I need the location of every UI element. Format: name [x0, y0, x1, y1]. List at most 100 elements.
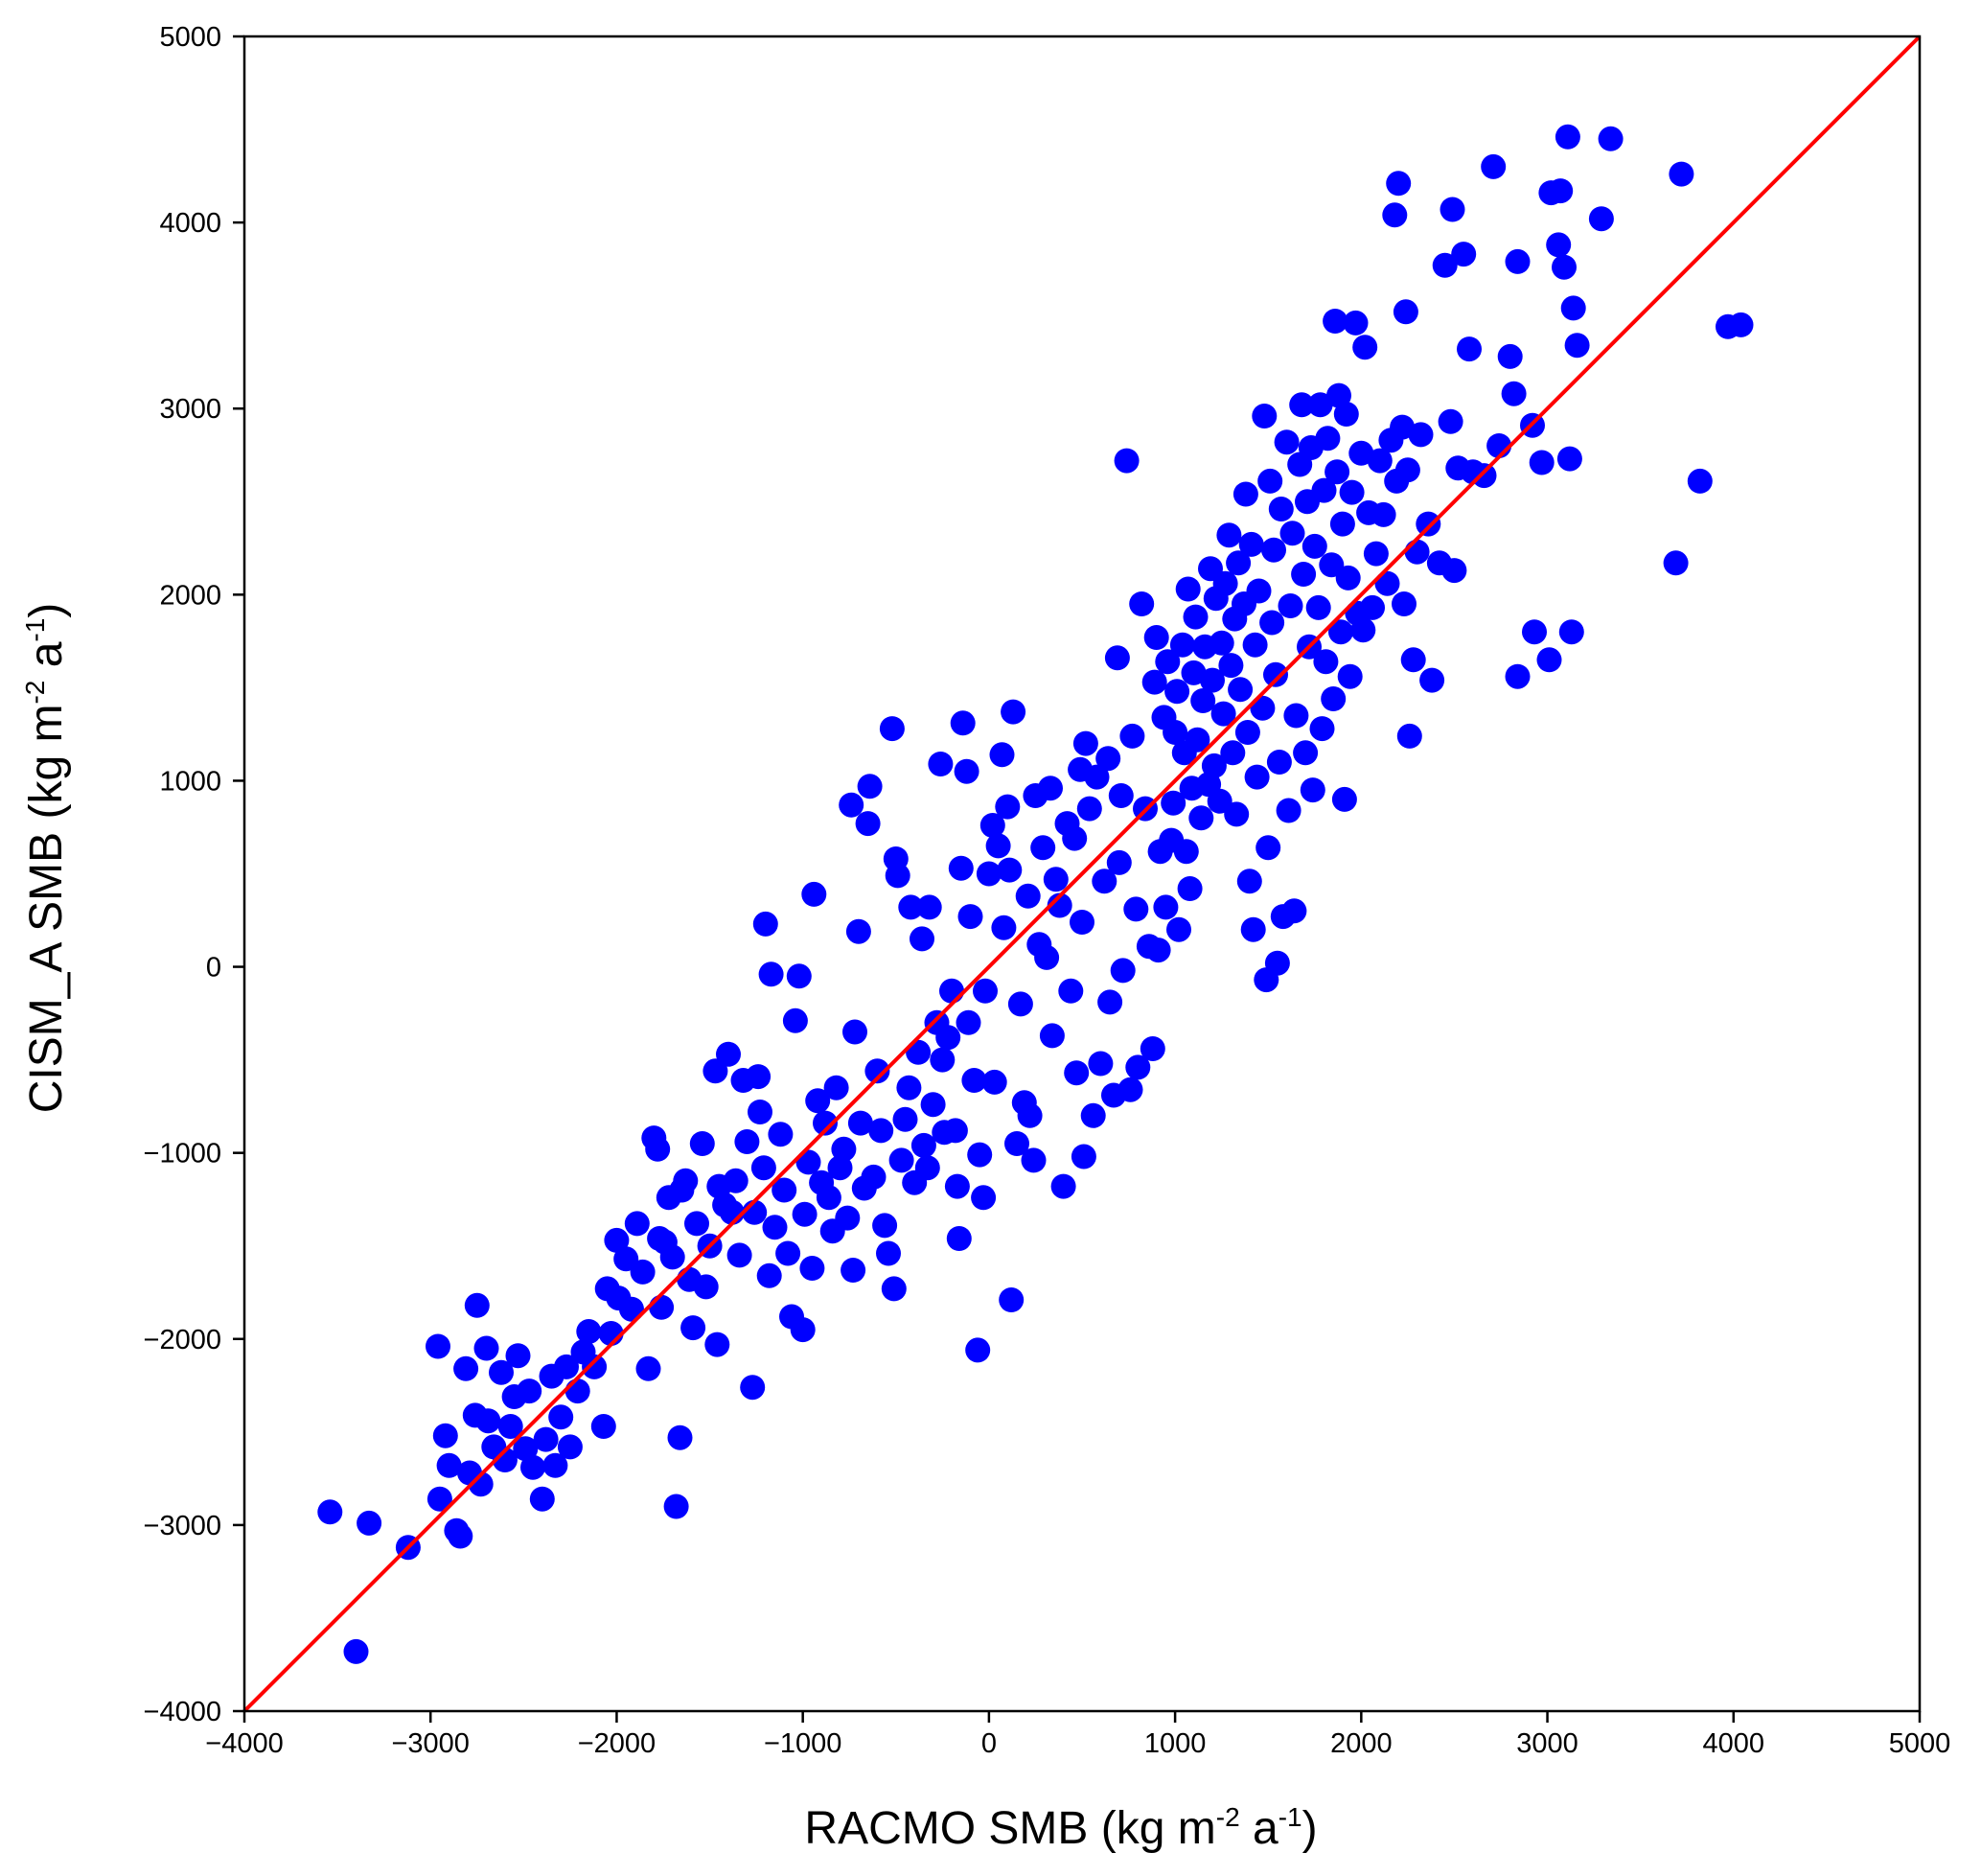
data-point [868, 1118, 894, 1144]
data-point [861, 1164, 887, 1190]
data-point [930, 1047, 956, 1073]
data-point [910, 1132, 936, 1158]
y-tick-label: −3000 [144, 1511, 221, 1541]
points-layer [317, 124, 1754, 1664]
data-point [985, 833, 1011, 859]
data-point [1234, 720, 1260, 745]
data-point [1209, 630, 1234, 656]
data-point [1289, 392, 1315, 418]
y-axis-title-sup2: -1 [20, 618, 50, 642]
data-point [1114, 448, 1140, 474]
data-point [1129, 591, 1155, 616]
data-point [1363, 541, 1389, 567]
data-point [1062, 825, 1088, 851]
data-point [1175, 576, 1201, 602]
data-point [1207, 788, 1232, 814]
reference-line-1-to-1 [242, 35, 1922, 1713]
data-point [1257, 468, 1283, 494]
data-point [1166, 916, 1191, 942]
data-point [1183, 604, 1209, 630]
data-point [857, 774, 883, 799]
data-point [624, 1211, 650, 1237]
data-point [946, 1226, 972, 1251]
data-point [1536, 647, 1562, 673]
data-point [1261, 537, 1286, 563]
data-point [1185, 727, 1210, 753]
data-point [1255, 835, 1281, 861]
data-point [689, 1131, 715, 1156]
data-point [1382, 202, 1408, 228]
data-point [564, 1378, 590, 1404]
data-point [1546, 232, 1572, 258]
data-point [1497, 343, 1523, 369]
x-tick-label: −4000 [205, 1728, 283, 1759]
data-point [1038, 776, 1063, 801]
data-point [426, 1486, 452, 1512]
data-point [464, 1292, 490, 1318]
data-point [1246, 578, 1272, 604]
data-point [790, 1317, 816, 1343]
data-point [842, 1019, 867, 1045]
data-point [1319, 552, 1345, 578]
x-axis-title: RACMO SMB (kg m-2 a-1) [804, 1802, 1317, 1854]
data-point [1307, 392, 1333, 418]
data-point [1396, 723, 1422, 749]
data-point [1274, 429, 1300, 455]
data-point [1163, 720, 1188, 745]
data-point [1164, 679, 1190, 705]
data-point [667, 1424, 693, 1450]
data-point [1200, 667, 1225, 693]
data-point [910, 926, 934, 952]
data-point [357, 1510, 382, 1536]
data-point [1564, 333, 1590, 359]
data-point [590, 1414, 616, 1439]
data-point [1305, 594, 1331, 620]
data-point [673, 1168, 699, 1193]
data-point [1224, 801, 1250, 827]
x-axis-title-mid: a [1240, 1803, 1278, 1854]
data-point [1371, 501, 1396, 527]
data-point [1201, 753, 1227, 778]
y-tick-label: 2000 [159, 580, 221, 611]
y-axis-title-end: ) [21, 603, 72, 618]
x-tick-label: 0 [981, 1728, 997, 1759]
data-point [827, 1155, 853, 1181]
y-axis-title-mid: a [21, 641, 72, 680]
data-point [680, 1315, 706, 1341]
data-point [1097, 989, 1123, 1015]
data-point [1240, 916, 1266, 942]
data-point [1451, 242, 1477, 267]
data-point [1329, 511, 1355, 537]
data-point [1123, 896, 1149, 922]
x-tick-label: 1000 [1144, 1728, 1207, 1759]
data-point [649, 1294, 675, 1320]
data-point [916, 894, 942, 920]
data-point [475, 1408, 501, 1434]
data-point [1687, 468, 1713, 494]
data-point [935, 1025, 961, 1051]
data-point [520, 1454, 545, 1480]
data-point [1117, 1077, 1143, 1102]
data-point [1104, 645, 1130, 671]
data-point [976, 861, 1002, 887]
data-point [1416, 511, 1441, 537]
y-tick-label: 4000 [159, 208, 221, 239]
data-point [845, 918, 871, 944]
data-point [1300, 777, 1325, 803]
data-point [468, 1471, 494, 1497]
data-point [1548, 178, 1574, 204]
data-point [750, 1155, 776, 1181]
data-point [1188, 805, 1214, 831]
data-point [805, 1088, 831, 1114]
data-point [1084, 764, 1110, 790]
y-tick-label: 5000 [159, 22, 221, 53]
data-point [1218, 653, 1244, 679]
data-point [1392, 591, 1417, 616]
data-point [831, 1136, 857, 1162]
data-point [659, 1244, 685, 1270]
data-point [693, 1274, 719, 1300]
y-axis-title-main: CISM_A SMB (kg m [21, 705, 72, 1114]
data-point [758, 961, 784, 987]
data-point [1070, 910, 1094, 935]
data-point [841, 1258, 866, 1283]
